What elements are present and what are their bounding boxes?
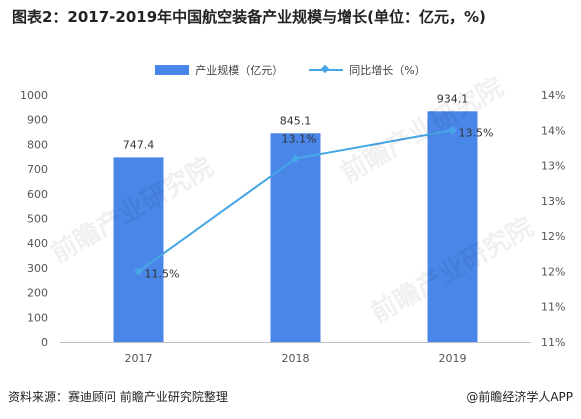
y-right-tick-label: 14% — [541, 124, 565, 137]
legend-item-bar: 产业规模（亿元） — [155, 62, 283, 78]
y-left-tick-label: 300 — [27, 262, 48, 275]
y-right-tick-label: 14% — [541, 89, 565, 102]
growth-point — [291, 154, 300, 163]
growth-value-label: 13.5% — [459, 126, 494, 139]
legend-label-bar: 产业规模（亿元） — [195, 64, 284, 77]
growth-value-label: 13.1% — [282, 133, 317, 146]
growth-point — [134, 267, 143, 276]
y-left-tick-label: 600 — [27, 188, 48, 201]
y-left-tick-label: 400 — [27, 237, 48, 250]
legend-label-line: 同比增长（%） — [349, 64, 426, 77]
bar-value-label: 747.4 — [123, 138, 155, 151]
y-right-tick-label: 13% — [541, 195, 565, 208]
app-credit: @前瞻经济学人APP — [466, 390, 573, 404]
legend-swatch-line — [309, 65, 344, 75]
bar — [427, 111, 478, 342]
growth-value-label: 11.5% — [145, 267, 180, 280]
x-tick-label: 2018 — [282, 352, 310, 365]
y-right-tick-label: 12% — [541, 230, 565, 243]
y-right-tick-label: 13% — [541, 160, 565, 173]
source-note: 资料来源：赛迪顾问 前瞻产业研究院整理 — [8, 390, 228, 404]
y-right-tick-label: 11% — [541, 301, 565, 314]
x-tick-label: 2017 — [125, 352, 153, 365]
y-right-tick-label: 12% — [541, 265, 565, 278]
legend-item-line: 同比增长（%） — [309, 62, 426, 78]
y-left-tick-label: 500 — [27, 213, 48, 226]
chart-title: 图表2：2017-2019年中国航空装备产业规模与增长(单位：亿元，%) — [12, 8, 486, 26]
bar-value-label: 934.1 — [437, 92, 469, 105]
y-left-tick-label: 800 — [27, 138, 48, 151]
y-left-tick-label: 100 — [27, 311, 48, 324]
y-left-tick-label: 700 — [27, 163, 48, 176]
y-left-tick-label: 200 — [27, 287, 48, 300]
bar — [113, 157, 164, 342]
legend: 产业规模（亿元） 同比增长（%） — [0, 62, 581, 78]
bar — [270, 133, 321, 342]
x-tick-label: 2019 — [439, 352, 467, 365]
legend-swatch-bar — [155, 65, 190, 75]
y-right-tick-label: 11% — [541, 336, 565, 349]
bar-value-label: 845.1 — [280, 114, 312, 127]
y-left-tick-label: 900 — [27, 114, 48, 127]
y-left-tick-label: 0 — [41, 336, 48, 349]
y-left-tick-label: 1000 — [20, 89, 48, 102]
